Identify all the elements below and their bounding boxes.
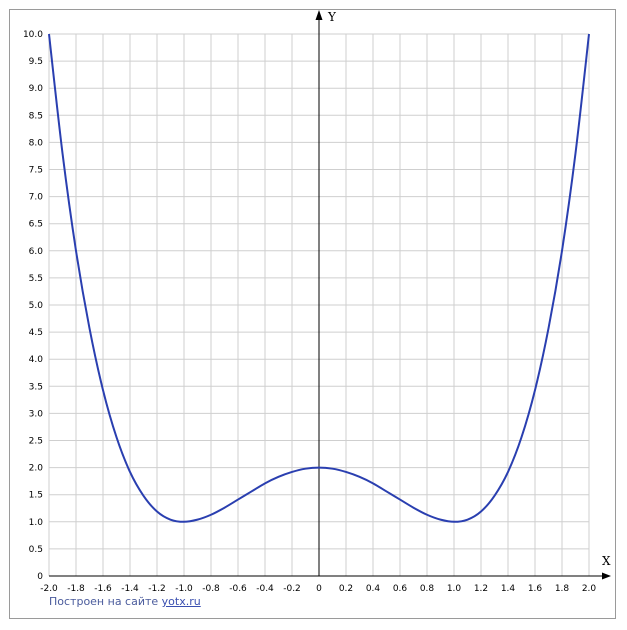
x-tick-label: -1.8 <box>67 584 85 594</box>
y-tick-label: 10.0 <box>23 30 43 40</box>
y-tick-label: 8.5 <box>29 111 43 121</box>
y-tick-label: 1.5 <box>29 491 43 501</box>
x-tick-label: 1.6 <box>528 584 543 594</box>
y-tick-label: 8.0 <box>29 138 44 148</box>
y-tick-label: 0.5 <box>29 545 43 555</box>
x-tick-label: 0.8 <box>420 584 435 594</box>
y-tick-label: 4.0 <box>29 355 44 365</box>
x-tick-label: -0.2 <box>283 584 301 594</box>
axes <box>49 10 611 580</box>
x-tick-label: 0 <box>316 584 322 594</box>
y-axis-label: Y <box>327 10 337 24</box>
y-tick-label: 5.0 <box>29 301 44 311</box>
x-tick-label: -0.6 <box>229 584 247 594</box>
x-tick-label: 0.2 <box>339 584 353 594</box>
y-tick-label: 6.0 <box>29 247 44 257</box>
x-tick-label: 1.8 <box>555 584 570 594</box>
y-tick-label: 9.5 <box>29 57 43 67</box>
y-tick-label: 6.5 <box>29 220 43 230</box>
credit-text: Построен на сайте <box>49 595 162 608</box>
y-tick-label: 2.0 <box>29 464 44 474</box>
y-tick-labels: 0 0.5 1.0 1.5 2.0 2.5 3.0 3.5 4.0 4.5 5.0 5.5 6.0 6.5… <box>23 30 43 582</box>
x-tick-label: -1.2 <box>148 584 166 594</box>
x-axis-label: X <box>602 554 611 568</box>
y-axis-arrow <box>315 10 323 20</box>
x-tick-label: -1.4 <box>121 584 139 594</box>
x-tick-label: -1.6 <box>94 584 112 594</box>
y-tick-label: 7.0 <box>29 193 44 203</box>
x-tick-label: 1.2 <box>474 584 488 594</box>
y-tick-label: 2.5 <box>29 437 43 447</box>
y-tick-label: 4.5 <box>29 328 43 338</box>
x-tick-label: -0.4 <box>256 584 274 594</box>
series-group <box>48 33 590 523</box>
x-tick-label: 0.6 <box>393 584 408 594</box>
x-tick-label: 2.0 <box>582 584 597 594</box>
y-tick-label: 5.5 <box>29 274 43 284</box>
y-tick-label: 0 <box>37 572 43 582</box>
x-tick-label: -1.0 <box>175 584 193 594</box>
y-tick-label: 3.5 <box>29 382 43 392</box>
y-tick-label: 1.0 <box>29 518 44 528</box>
x-axis-arrow <box>602 572 611 580</box>
x-tick-label: 1.4 <box>501 584 516 594</box>
credit-link[interactable]: yotx.ru <box>161 595 201 608</box>
x-tick-labels: -2.0 -1.8 -1.6 -1.4 -1.2 -1.0 -0.8 -0.6 -0.4 -0.2… <box>40 584 596 594</box>
credit-line: Построен на сайте yotx.ru <box>49 595 201 608</box>
series-line <box>48 33 590 523</box>
x-tick-label: -0.8 <box>202 584 220 594</box>
y-tick-label: 9.0 <box>29 84 44 94</box>
x-tick-label: -2.0 <box>40 584 58 594</box>
x-tick-label: 1.0 <box>447 584 462 594</box>
y-tick-label: 3.0 <box>29 409 44 419</box>
y-tick-label: 7.5 <box>29 166 43 176</box>
x-tick-label: 0.4 <box>366 584 381 594</box>
chart-frame <box>9 9 616 619</box>
